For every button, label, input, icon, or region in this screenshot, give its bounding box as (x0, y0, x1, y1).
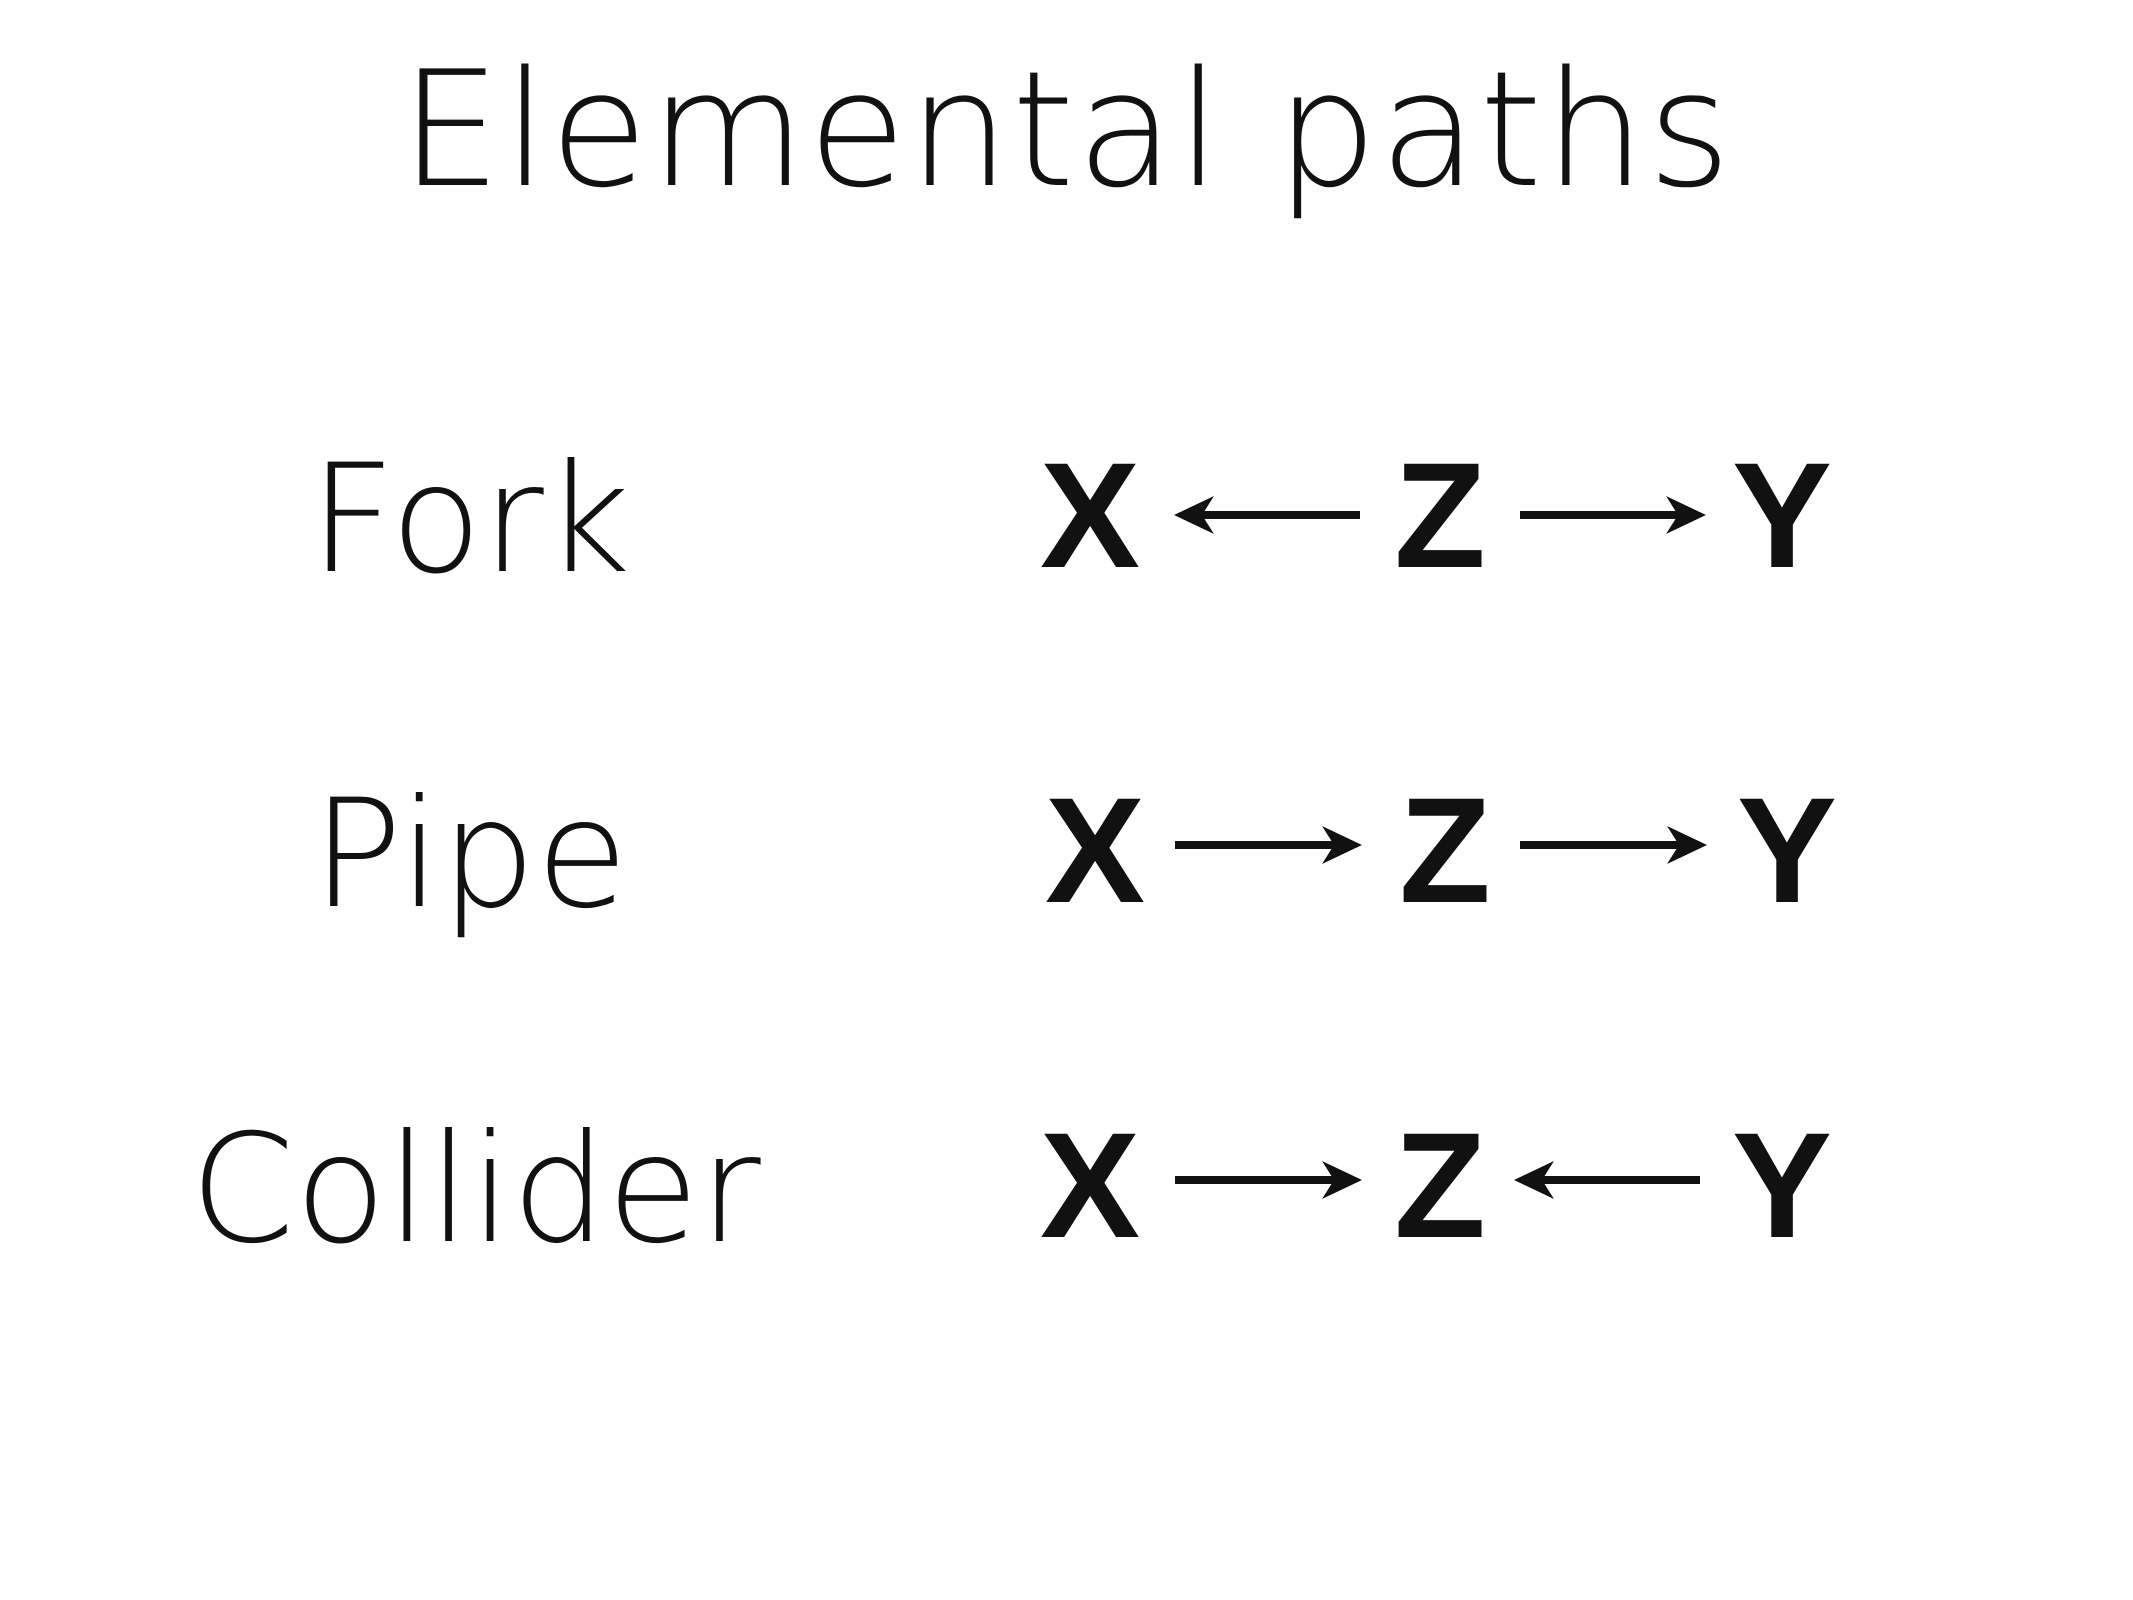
arrow-pipe-z-y (1520, 826, 1707, 864)
arrow-fork-x-z (1174, 496, 1360, 534)
arrow-collider-x-z (1175, 1161, 1362, 1199)
arrow-fork-z-y (1520, 496, 1706, 534)
row-label-collider: Collider (190, 1103, 761, 1277)
node-y-pipe: Y (1736, 766, 1838, 934)
node-z-fork: Z (1394, 431, 1486, 599)
node-x-pipe: X (1044, 766, 1146, 934)
arrow-collider-y-z (1514, 1161, 1700, 1199)
row-label-pipe: Pipe (311, 768, 629, 942)
node-y-fork: Y (1731, 431, 1833, 599)
page-title: Elemental paths (400, 36, 1733, 223)
node-z-collider: Z (1394, 1101, 1486, 1269)
node-x-fork: X (1039, 431, 1141, 599)
node-x-collider: X (1039, 1101, 1141, 1269)
node-y-collider: Y (1731, 1101, 1833, 1269)
row-label-fork: Fork (309, 433, 631, 607)
arrow-pipe-x-z (1175, 826, 1362, 864)
node-z-pipe: Z (1399, 766, 1491, 934)
